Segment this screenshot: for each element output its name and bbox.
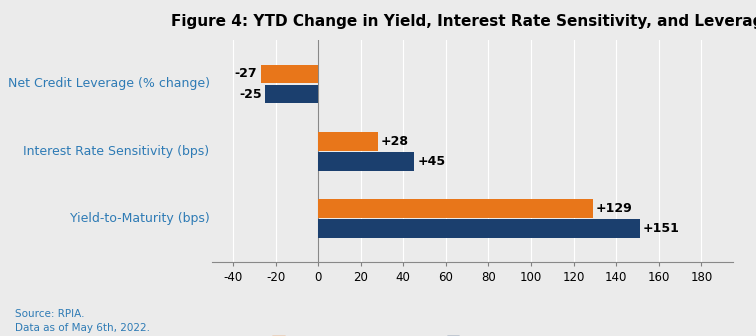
- Bar: [318, 199, 593, 218]
- Text: +129: +129: [596, 202, 633, 215]
- Text: -27: -27: [235, 68, 258, 80]
- Bar: [318, 152, 414, 171]
- Text: -25: -25: [239, 88, 262, 100]
- Text: +151: +151: [643, 222, 680, 235]
- Title: Figure 4: YTD Change in Yield, Interest Rate Sensitivity, and Leverage: Figure 4: YTD Change in Yield, Interest …: [171, 14, 756, 30]
- Bar: [261, 65, 318, 83]
- Text: Net Credit Leverage (% change): Net Credit Leverage (% change): [8, 78, 209, 90]
- Text: +28: +28: [381, 135, 409, 148]
- Text: Interest Rate Sensitivity (bps): Interest Rate Sensitivity (bps): [23, 145, 209, 158]
- Text: Yield-to-Maturity (bps): Yield-to-Maturity (bps): [70, 212, 209, 225]
- Text: +45: +45: [417, 155, 445, 168]
- Bar: [265, 85, 318, 103]
- Bar: [318, 219, 640, 238]
- Text: Source: RPIA.
Data as of May 6th, 2022.: Source: RPIA. Data as of May 6th, 2022.: [15, 309, 150, 333]
- Bar: [318, 132, 378, 151]
